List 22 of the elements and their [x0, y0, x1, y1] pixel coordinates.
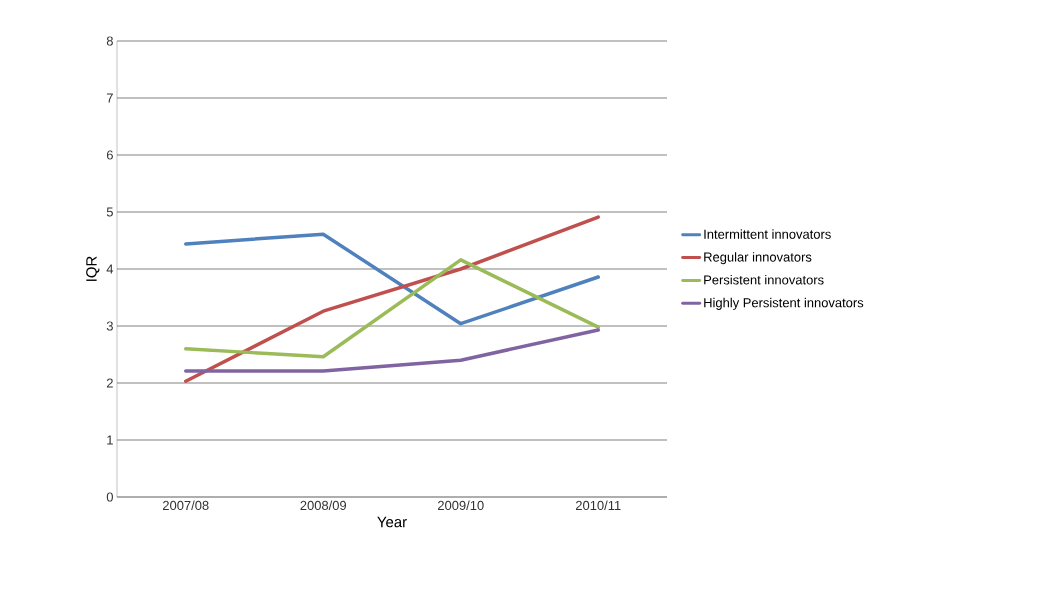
y-tick-label: 0 [106, 492, 113, 502]
y-tick-label: 2 [106, 378, 113, 388]
y-axis-title: IQR [86, 256, 100, 281]
line-series [184, 215, 600, 384]
x-tick-label: 2009/10 [438, 500, 484, 511]
legend-label: Highly Persistent innovators [704, 297, 864, 310]
y-tick-label: 7 [106, 93, 113, 103]
legend-label: Regular innovators [704, 252, 812, 265]
y-tick-label: 8 [106, 36, 113, 46]
x-tick-label: 2007/08 [163, 500, 209, 511]
y-tick-label: 1 [107, 435, 113, 445]
legend-label: Intermittent innovators [704, 229, 831, 239]
line-series [184, 258, 600, 359]
y-tick-label: 5 [106, 207, 113, 217]
line-series [184, 232, 600, 326]
x-tick-label: 2010/11 [575, 500, 621, 511]
y-tick-label: 6 [106, 150, 113, 160]
y-tick-label: 3 [106, 321, 113, 331]
x-tick-label: 2008/09 [300, 500, 347, 511]
x-axis-title: Year [377, 516, 407, 528]
y-tick-label: 4 [106, 264, 114, 274]
legend-label: Persistent innovators [704, 274, 824, 285]
